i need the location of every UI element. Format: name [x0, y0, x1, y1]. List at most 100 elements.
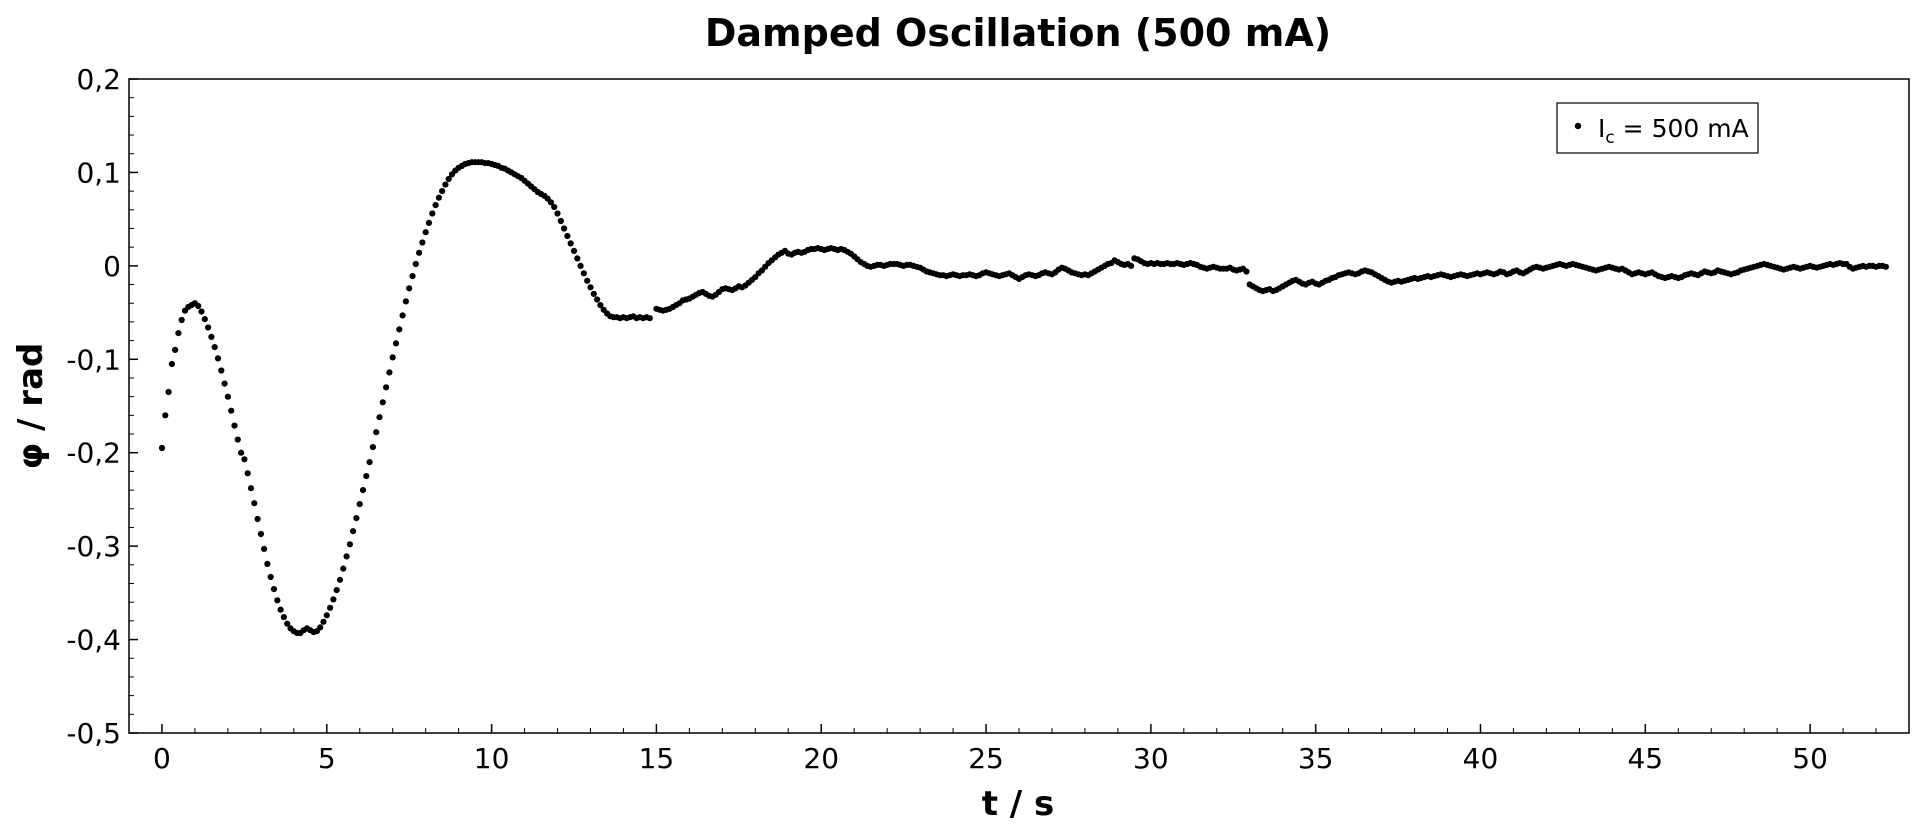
data-point: [597, 302, 604, 309]
data-point: [379, 399, 386, 406]
data-point: [564, 232, 571, 240]
data-point: [646, 315, 653, 322]
data-point: [389, 354, 396, 361]
data-point: [551, 203, 558, 211]
data-point: [353, 515, 360, 522]
y-tick-label: -0,4: [66, 624, 121, 657]
data-point: [356, 501, 363, 508]
data-point: [336, 576, 344, 583]
data-point: [406, 285, 413, 292]
data-point: [557, 217, 564, 225]
data-point: [340, 565, 347, 572]
data-point: [221, 380, 228, 387]
data-point: [439, 188, 446, 195]
x-tick-label: 0: [153, 742, 171, 775]
data-point: [280, 614, 287, 621]
data-point: [244, 470, 251, 477]
data-point: [238, 449, 245, 456]
data-point: [224, 393, 231, 400]
legend-marker: [1574, 122, 1582, 130]
data-point: [343, 553, 350, 560]
data-point: [320, 618, 327, 625]
data-point: [422, 229, 429, 236]
data-point: [435, 194, 442, 201]
x-axis-label: t / s: [982, 784, 1055, 824]
legend: Ic = 500 mA: [1556, 102, 1759, 154]
data-point: [386, 369, 393, 376]
data-point: [277, 606, 284, 613]
data-point: [231, 422, 238, 429]
data-point: [432, 202, 439, 209]
data-point: [274, 597, 281, 604]
data-point: [396, 326, 403, 333]
legend-label: Ic = 500 mA: [1598, 114, 1749, 148]
data-point: [425, 219, 433, 226]
data-point: [218, 367, 225, 374]
data-point: [254, 515, 261, 523]
data-point: [267, 573, 274, 581]
data-point: [264, 560, 271, 568]
data-point: [402, 298, 409, 305]
data-point: [1128, 262, 1135, 269]
data-point: [346, 541, 353, 548]
x-tick-label: 10: [474, 742, 510, 775]
y-tick-label: 0,2: [76, 63, 121, 96]
x-tick-label: 15: [639, 742, 675, 775]
data-point: [442, 181, 449, 188]
data-point: [363, 473, 370, 480]
legend-box: [1556, 102, 1759, 154]
data-point: [594, 296, 601, 303]
data-point: [208, 333, 215, 340]
data-point: [547, 199, 555, 206]
y-tick-label: -0,1: [66, 343, 121, 376]
data-point: [590, 290, 597, 297]
data-point: [330, 596, 337, 603]
x-tick-label: 35: [1298, 742, 1334, 775]
data-point: [574, 255, 581, 262]
data-point: [1882, 263, 1889, 270]
legend-symbol: I: [1598, 114, 1605, 143]
data-point: [178, 316, 185, 324]
y-tick-label: 0: [103, 250, 121, 283]
y-axis: 0,2 0,1 0 -0,1 -0,2 -0,3 -0,4 -0,5: [66, 63, 138, 750]
data-point: [201, 316, 208, 323]
data-point: [257, 530, 264, 538]
data-point: [172, 346, 179, 353]
y-tick-label: -0,5: [66, 717, 121, 750]
data-point: [162, 412, 169, 419]
x-tick-label: 40: [1463, 742, 1499, 775]
y-tick-label: 0,1: [76, 156, 121, 189]
data-point: [366, 459, 373, 466]
data-point: [270, 586, 278, 593]
y-axis-label: φ / rad: [11, 343, 51, 470]
data-point: [327, 604, 334, 611]
x-tick-label: 5: [318, 742, 336, 775]
data-point: [587, 284, 594, 291]
data-point: [359, 487, 367, 494]
x-axis: 0 5 10 15 20 25 30 35 40 45 50: [128, 724, 1910, 775]
data-point: [234, 436, 241, 443]
data-point: [561, 225, 568, 232]
data-point: [214, 355, 222, 362]
x-tick-label: 20: [803, 742, 839, 775]
data-point: [409, 273, 416, 280]
data-point: [445, 175, 452, 183]
y-tick-label: -0,3: [66, 530, 121, 563]
data-point: [580, 270, 588, 277]
x-tick-label: 45: [1627, 742, 1663, 775]
data-point: [567, 240, 574, 247]
data-point: [228, 407, 235, 414]
data-point: [399, 312, 406, 319]
data-point: [416, 249, 423, 256]
data-point: [369, 444, 376, 451]
data-point: [317, 624, 324, 631]
data-point: [412, 260, 419, 268]
data-point: [333, 587, 340, 594]
data-point: [205, 324, 212, 331]
x-tick-label: 50: [1792, 742, 1828, 775]
data-point: [419, 239, 426, 246]
data-point: [383, 384, 390, 391]
data-point: [195, 302, 202, 310]
x-tick-label: 25: [968, 742, 1004, 775]
data-point: [577, 262, 584, 269]
